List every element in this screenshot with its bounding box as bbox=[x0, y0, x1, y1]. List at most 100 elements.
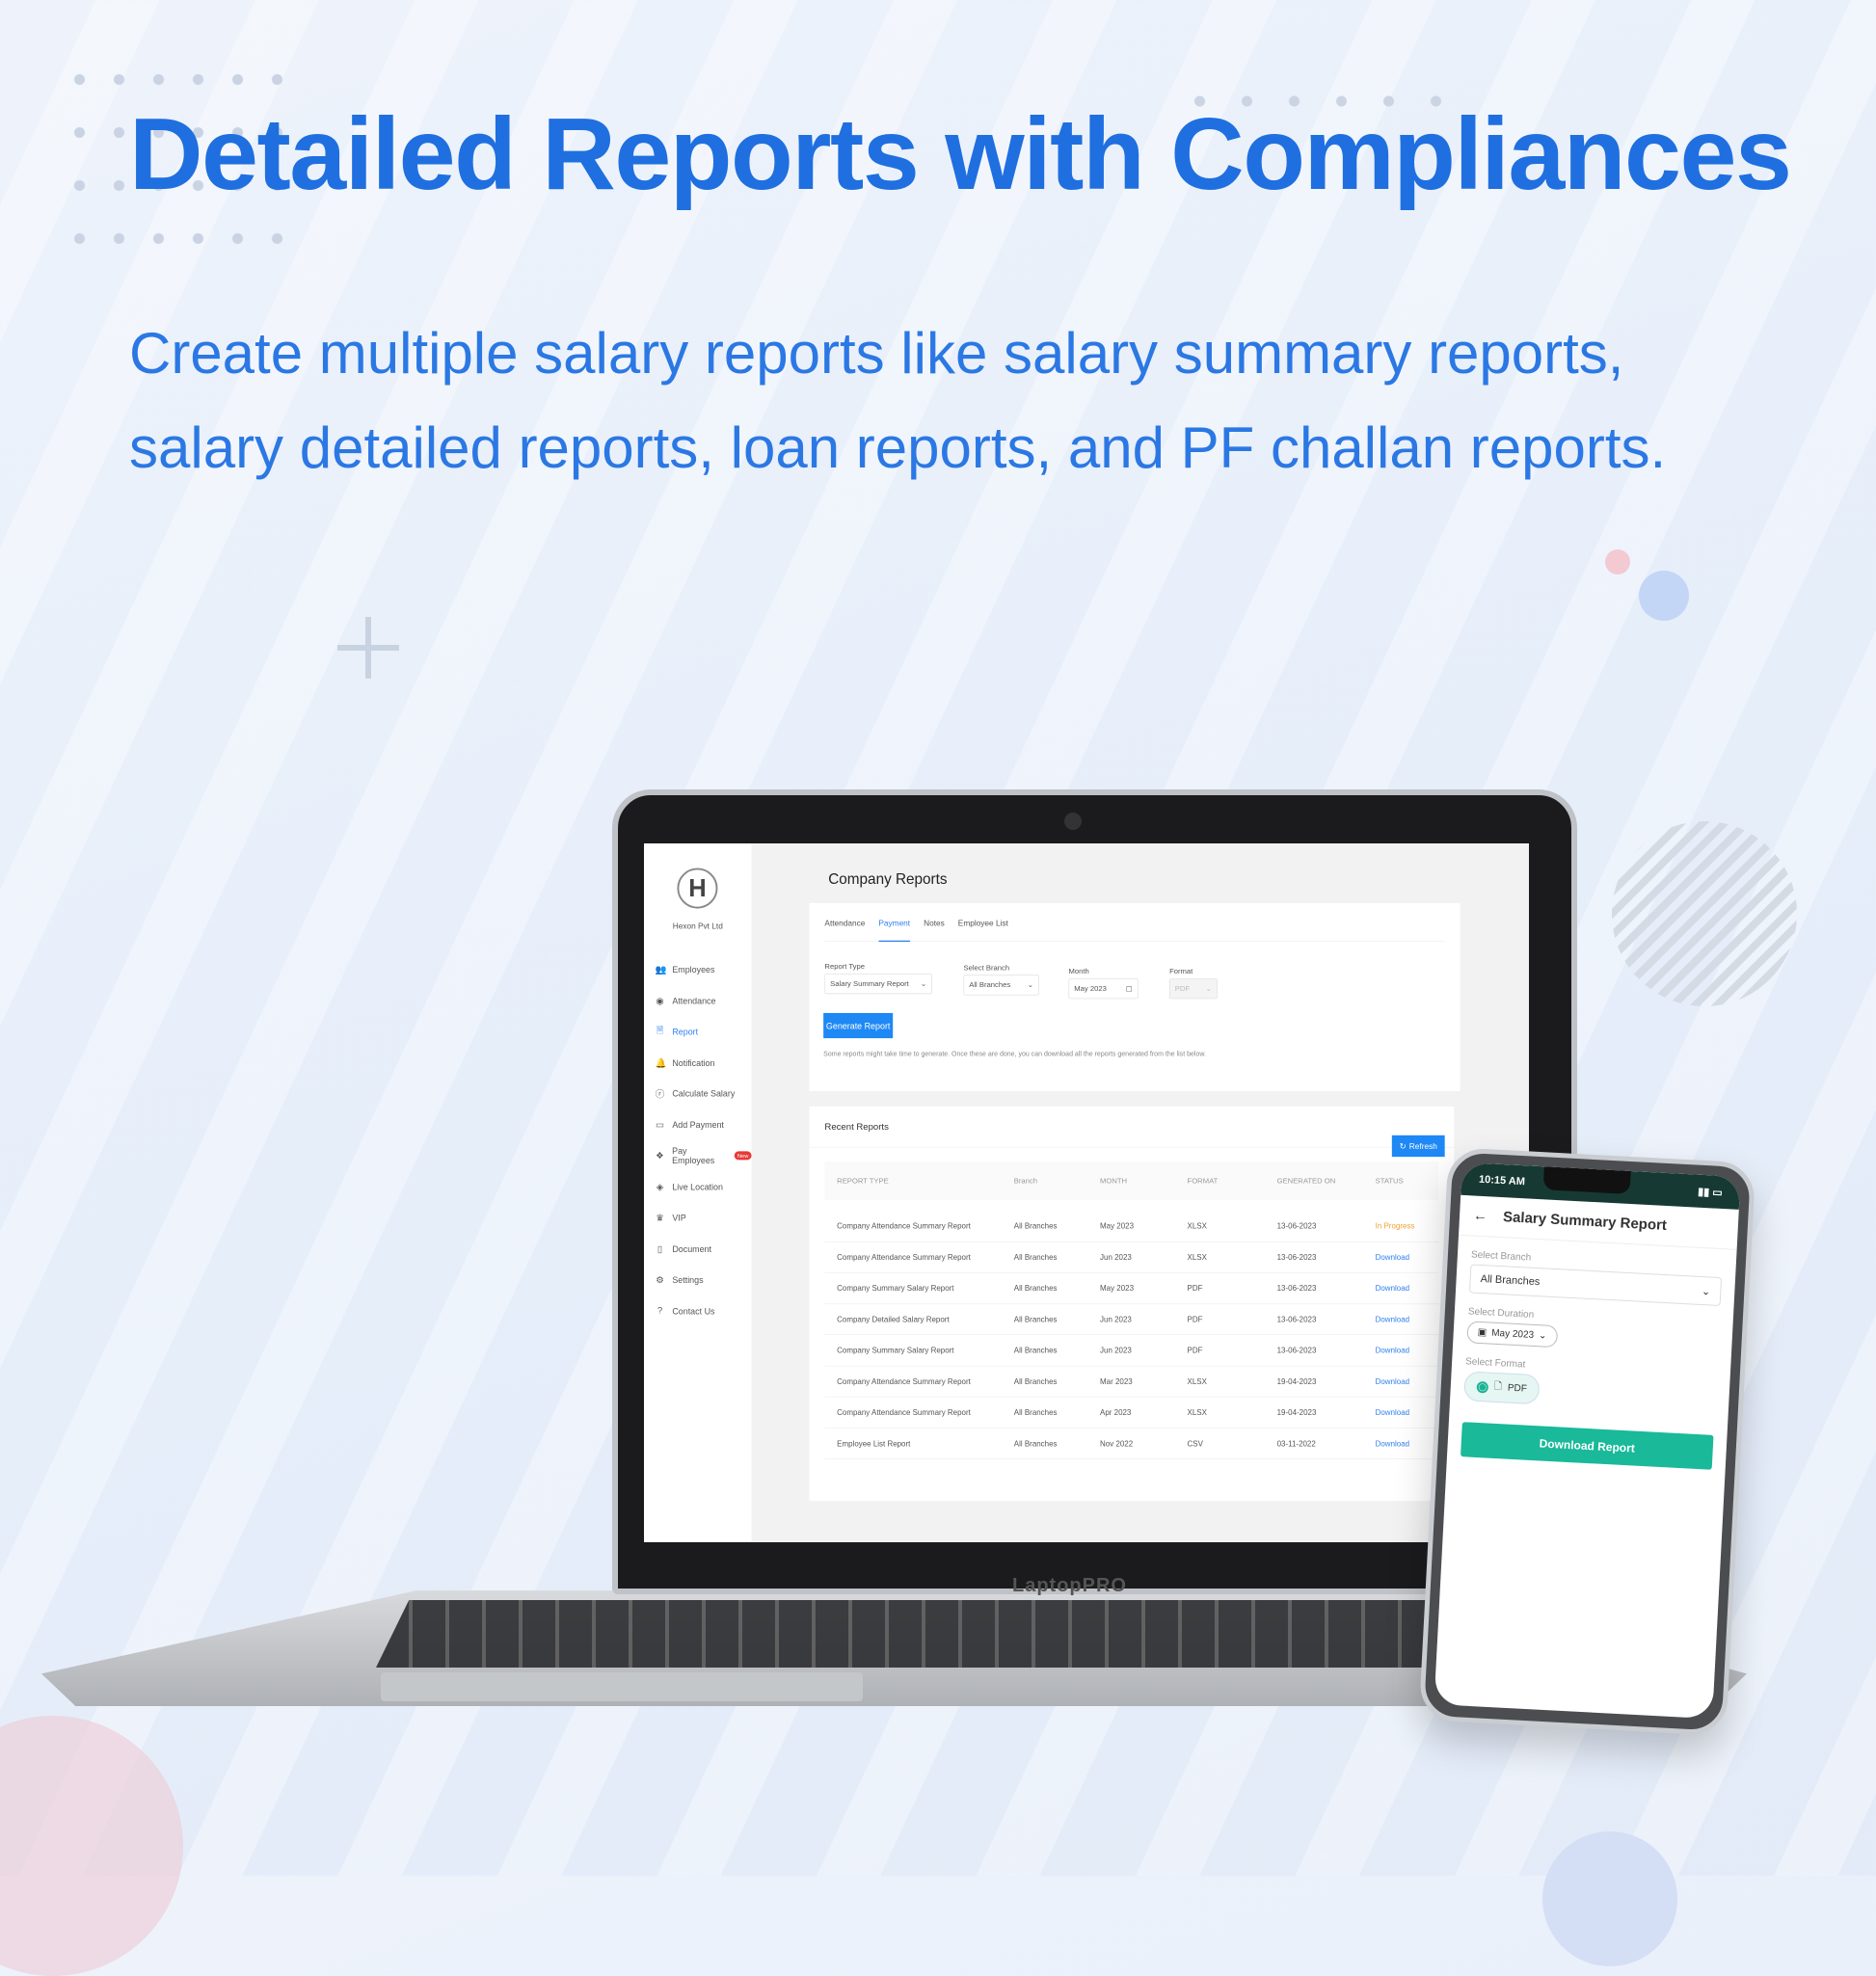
chevron-down-icon: ⌄ bbox=[920, 978, 927, 988]
generate-report-button[interactable]: Generate Report bbox=[823, 1012, 894, 1039]
table-row: Employee List Report All Branches Nov 2022… bbox=[824, 1429, 1439, 1459]
camera-icon bbox=[1064, 813, 1082, 830]
download-report-button[interactable]: Download Report bbox=[1461, 1422, 1714, 1470]
report-type-value: Salary Summary Report bbox=[830, 978, 909, 988]
headline: Detailed Reports with Compliances bbox=[129, 97, 1792, 211]
sidebar-item-contact-us[interactable]: ? Contact Us bbox=[655, 1295, 751, 1326]
refresh-button[interactable]: ↻ Refresh bbox=[1391, 1135, 1445, 1158]
chevron-down-icon: ⌄ bbox=[1538, 1330, 1547, 1342]
download-link[interactable]: Download bbox=[1375, 1284, 1410, 1294]
download-link[interactable]: Download bbox=[1375, 1407, 1410, 1417]
download-link[interactable]: Download bbox=[1375, 1252, 1410, 1262]
column-header: STATUS bbox=[1375, 1176, 1404, 1186]
format-value: PDF bbox=[1174, 983, 1191, 993]
branch-value: All Branches bbox=[969, 980, 1011, 990]
sidebar-item-add-payment[interactable]: ▭ Add Payment bbox=[655, 1109, 751, 1140]
table-cell: 13-06-2023 bbox=[1276, 1284, 1317, 1294]
decorative-circle bbox=[1612, 821, 1797, 1006]
duration-value: May 2023 bbox=[1490, 1327, 1535, 1341]
table-cell: Company Detailed Salary Report bbox=[837, 1315, 950, 1324]
table-row: Company Attendance Summary Report All Bra… bbox=[824, 1242, 1439, 1273]
table-row: Company Attendance Summary Report All Bra… bbox=[824, 1366, 1439, 1398]
branch-select[interactable]: All Branches ⌄ bbox=[963, 975, 1039, 996]
column-header[interactable]: GENERATED ON bbox=[1276, 1176, 1336, 1186]
phone-screen: 10:15 AM ▮▮ ▭ ← Salary Summary Report Sele… bbox=[1434, 1162, 1741, 1720]
table-cell: 13-06-2023 bbox=[1276, 1221, 1317, 1231]
sidebar-item-label: Add Payment bbox=[672, 1119, 724, 1130]
status-time: 10:15 AM bbox=[1478, 1173, 1526, 1188]
fingerprint-icon: ◉ bbox=[656, 995, 664, 1006]
download-link[interactable]: Download bbox=[1375, 1315, 1410, 1324]
generate-report-card: Attendance Payment Notes Employee List Repo… bbox=[809, 902, 1461, 1091]
table-cell: Apr 2023 bbox=[1100, 1407, 1132, 1417]
laptop-brand: LaptopPRO bbox=[1012, 1575, 1127, 1596]
branch-label: Select Branch bbox=[963, 963, 1010, 973]
radio-selected[interactable] bbox=[1476, 1380, 1489, 1394]
sidebar: H Hexon Pvt Ltd 👥 Employees ◉ Attendance 🗎 Re… bbox=[644, 843, 752, 1542]
table-row: Company Attendance Summary Report All Bra… bbox=[824, 1211, 1439, 1242]
table-cell: Jun 2023 bbox=[1100, 1315, 1132, 1324]
month-value: May 2023 bbox=[1074, 983, 1107, 993]
sidebar-item-notification[interactable]: 🔔 Notification bbox=[655, 1047, 751, 1078]
sidebar-item-attendance[interactable]: ◉ Attendance bbox=[655, 985, 751, 1016]
report-type-select[interactable]: Salary Summary Report ⌄ bbox=[824, 974, 932, 995]
table-cell: Employee List Report bbox=[837, 1439, 911, 1448]
table-cell: All Branches bbox=[1013, 1346, 1058, 1355]
back-arrow-icon[interactable]: ← bbox=[1472, 1207, 1488, 1225]
tab-employee-list[interactable]: Employee List bbox=[957, 918, 1008, 928]
sidebar-item-settings[interactable]: ⚙ Settings bbox=[655, 1265, 751, 1295]
rupee-icon: ⓡ bbox=[655, 1088, 665, 1100]
report-type-label: Report Type bbox=[824, 962, 865, 971]
table-cell: All Branches bbox=[1013, 1439, 1058, 1448]
sidebar-item-document[interactable]: ▯ Document bbox=[655, 1233, 751, 1264]
download-link[interactable]: Download bbox=[1375, 1439, 1410, 1448]
table-cell: Company Attendance Summary Report bbox=[837, 1221, 971, 1231]
download-link[interactable]: Download bbox=[1375, 1376, 1410, 1386]
sidebar-item-pay-employees[interactable]: ❖ Pay Employees New bbox=[655, 1140, 752, 1171]
sidebar-item-label: Notification bbox=[672, 1057, 715, 1068]
sidebar-item-live-location[interactable]: ◈ Live Location bbox=[655, 1171, 751, 1202]
table-cell: PDF bbox=[1187, 1346, 1203, 1355]
format-label: Format bbox=[1169, 967, 1193, 976]
sidebar-item-report[interactable]: 🗎 Report bbox=[655, 1016, 751, 1047]
duration-picker[interactable]: ▣ May 2023 ⌄ bbox=[1466, 1321, 1559, 1348]
phone: 10:15 AM ▮▮ ▭ ← Salary Summary Report Sele… bbox=[1418, 1147, 1756, 1736]
table-cell: Jun 2023 bbox=[1100, 1252, 1132, 1262]
sidebar-item-label: Settings bbox=[672, 1274, 704, 1285]
sidebar-item-vip[interactable]: ♛ VIP bbox=[655, 1202, 751, 1233]
sidebar-item-label: Contact Us bbox=[672, 1305, 715, 1317]
decorative-dots bbox=[1176, 92, 1456, 111]
phone-notch bbox=[1542, 1166, 1631, 1194]
tab-attendance[interactable]: Attendance bbox=[824, 918, 866, 928]
subtitle-line: salary detailed reports, loan reports, a… bbox=[129, 415, 1667, 480]
report-tabs: Attendance Payment Notes Employee List bbox=[824, 918, 1445, 942]
table-cell: Company Summary Salary Report bbox=[837, 1346, 954, 1355]
tab-payment[interactable]: Payment bbox=[878, 919, 911, 942]
report-icon: 🗎 bbox=[656, 1025, 664, 1036]
sidebar-item-label: Pay Employees bbox=[672, 1145, 715, 1166]
phone-title: Salary Summary Report bbox=[1502, 1209, 1668, 1234]
subtitle: Create multiple salary reports like sala… bbox=[129, 307, 1666, 495]
refresh-label: Refresh bbox=[1408, 1141, 1437, 1151]
refresh-icon: ↻ bbox=[1399, 1140, 1407, 1151]
table-cell: All Branches bbox=[1013, 1284, 1058, 1294]
decorative-plus bbox=[337, 617, 399, 679]
sidebar-item-employees[interactable]: 👥 Employees bbox=[655, 954, 751, 985]
sidebar-item-label: VIP bbox=[672, 1213, 686, 1223]
table-row: Company Detailed Salary Report All Branch… bbox=[824, 1304, 1439, 1335]
tab-notes[interactable]: Notes bbox=[924, 918, 945, 928]
status-badge: In Progress bbox=[1375, 1221, 1415, 1231]
table-cell: All Branches bbox=[1013, 1252, 1058, 1262]
chevron-down-icon: ⌄ bbox=[1205, 983, 1213, 993]
column-header[interactable]: MONTH bbox=[1100, 1176, 1128, 1186]
sidebar-item-calculate-salary[interactable]: ⓡ Calculate Salary bbox=[655, 1079, 751, 1109]
table-cell: CSV bbox=[1187, 1439, 1203, 1448]
month-picker[interactable]: May 2023 ▢ bbox=[1068, 978, 1139, 1000]
table-cell: XLSX bbox=[1187, 1252, 1207, 1262]
web-app: H Hexon Pvt Ltd 👥 Employees ◉ Attendance 🗎 Re… bbox=[644, 843, 1529, 1542]
table-cell: 19-04-2023 bbox=[1276, 1407, 1317, 1417]
month-label: Month bbox=[1068, 967, 1089, 976]
format-select[interactable]: PDF ⌄ bbox=[1169, 978, 1218, 1000]
download-link[interactable]: Download bbox=[1375, 1346, 1410, 1355]
format-option-pdf[interactable]: 🗋 PDF bbox=[1463, 1371, 1541, 1405]
